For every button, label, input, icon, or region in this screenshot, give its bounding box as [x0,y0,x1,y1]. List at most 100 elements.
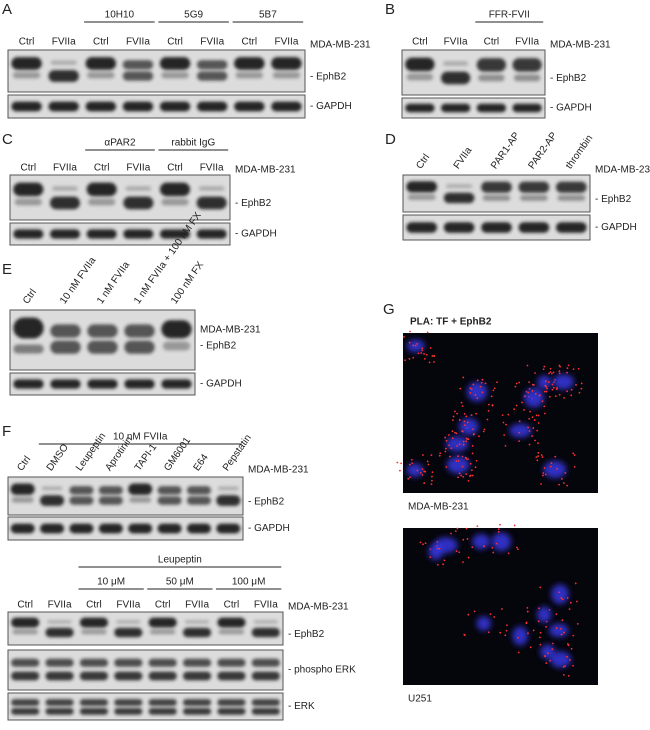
band [251,671,280,681]
band [49,229,81,239]
pla-dot [433,354,435,357]
band [482,195,511,201]
pla-dot [527,426,529,429]
nucleus [537,375,552,390]
blot [7,94,306,119]
band [13,317,44,339]
lane-label: FVIIa [452,145,475,171]
pla-dot [544,655,546,657]
pla-dot [476,379,479,382]
nucleus [553,374,574,390]
band [125,186,152,191]
pla-dot [526,364,529,367]
band [128,523,153,534]
pla-dot [533,419,536,421]
band [48,70,79,82]
pla-dot [518,381,520,384]
band [122,101,154,112]
pla-dot [465,415,468,418]
pla-dot [456,445,458,447]
band [10,523,35,534]
band [271,101,302,112]
band [87,72,115,79]
band [11,699,40,706]
band [45,627,74,638]
blot [402,174,591,213]
pla-dot [567,674,570,677]
pla-dot [457,455,459,458]
pla-dot [474,394,477,396]
pla-dot [465,458,468,460]
pla-dot [469,391,472,394]
band [85,57,117,70]
nucleus [551,584,569,605]
pla-dot [443,559,446,562]
pla-dot [433,361,435,363]
band [69,496,94,505]
pla-dot [428,361,431,364]
pla-image [403,523,598,685]
band [216,523,241,534]
blot [9,174,231,221]
pla-dot [425,353,428,356]
pla-dot [407,477,410,480]
pla-dot [396,461,399,464]
pla-dot [462,443,465,446]
pla-dot [462,561,464,563]
blot-label: - GAPDH [310,101,352,112]
pla-dot [570,394,573,397]
pla-dot [452,415,455,418]
pla-dot [534,393,537,395]
pla-dot [431,475,433,478]
cell-line: MDA-MB-231 [288,602,349,613]
pla-dot [542,474,544,477]
pla-dot [454,530,457,533]
lane-label: Ctrl [167,163,183,174]
lane-label: Ctrl [15,454,33,473]
pla-dot [423,482,426,484]
pla-dot [534,372,536,374]
pla-dot [467,613,470,616]
lane-label: thrombin [564,133,595,171]
band [557,195,586,201]
band [13,379,44,389]
lane-label: FVIIa [515,37,539,48]
band [235,72,264,79]
pla-dot [542,368,545,371]
panel: B Ctrl FVIIa Ctrl FVIIa FFR-FVII MDA-MB-231 - E… [385,1,611,119]
band [11,707,40,715]
band [10,483,35,495]
cell-line: MDA-MB-231 [310,40,371,51]
pla-dot [554,455,557,458]
band [45,671,74,681]
pla-dot [462,440,465,443]
pla-dot [516,546,518,549]
band [161,72,189,79]
pla-dot [493,387,496,390]
pla-dot [558,591,561,594]
pla-dot [444,450,447,453]
pla-dot [558,372,561,375]
band [198,186,225,191]
band [81,629,107,635]
pla-dot [537,414,540,417]
pla-dot [543,467,546,469]
nucleus [446,456,470,474]
panel-label: A [2,1,12,18]
pla-dot [566,367,569,370]
pla-dot [505,423,507,426]
pla-dot [399,469,401,472]
pla-dot [419,471,422,474]
pla-dot [516,548,519,551]
pla-dot [537,451,540,454]
group-label: 10 nM FVIIa [113,432,168,443]
pla-dot [569,601,572,604]
lane-label: DMSO [45,442,71,473]
panel-g: G PLA: TF + EphB2 MDA-MB-231 U251 [383,301,598,705]
pla-dot [403,336,405,338]
lane-label: 100 nM FX [169,260,206,307]
band [45,658,74,667]
pla-dot [475,459,478,462]
group-label: Leupeptin [158,555,202,566]
